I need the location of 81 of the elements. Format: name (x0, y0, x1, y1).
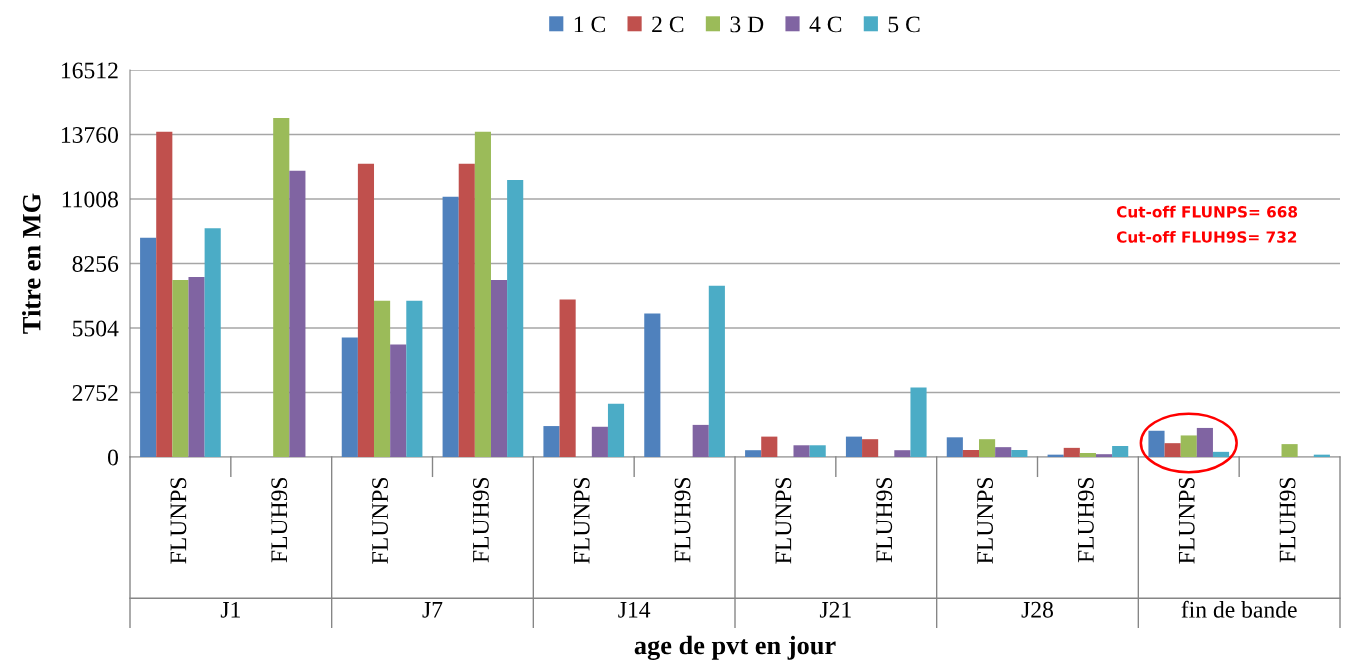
bar (862, 439, 879, 457)
legend-label: 4 C (809, 16, 842, 33)
y-tick-label: 5504 (73, 320, 119, 337)
y-tick-label: 11008 (62, 191, 118, 208)
bar (894, 450, 911, 457)
legend-label: 1 C (574, 16, 605, 33)
x-tick-label: FLUNPS (1178, 477, 1195, 564)
bar (490, 280, 508, 457)
x-tick-label: FLUH9S (472, 477, 489, 563)
x-tick-label: FLUH9S (271, 477, 288, 563)
bar (591, 426, 608, 457)
bar (1079, 453, 1096, 457)
x-tick-label: FLUH9S (1279, 477, 1296, 563)
y-tick-label: 2752 (72, 385, 118, 401)
bar (910, 387, 927, 457)
x-tick-label: FLUNPS (372, 477, 388, 564)
x-tick-label: FLUH9S (1077, 477, 1094, 563)
bar (1095, 454, 1113, 457)
bar (559, 299, 576, 457)
x-tick-label: FLUH9S (674, 477, 691, 563)
bar (708, 285, 725, 457)
text: J21 (819, 601, 851, 618)
y-axis-title: Titre en MG (22, 193, 41, 334)
legend-label: 2 C (652, 16, 684, 33)
y-tick-label: 16512 (61, 62, 118, 79)
bar (474, 131, 491, 457)
bar (1148, 430, 1165, 457)
text: J14 (618, 601, 651, 618)
bar (979, 439, 996, 457)
bar (962, 449, 980, 457)
text: J28 (1021, 601, 1053, 618)
legend-label: 3 D (730, 16, 764, 33)
bar (357, 163, 375, 457)
bar (1212, 451, 1230, 457)
legend-label: 5 C (888, 16, 920, 33)
x-tick-label: FLUNPS (775, 477, 792, 564)
bar (458, 163, 475, 457)
y-tick-label: 0 (107, 449, 118, 466)
bar (188, 277, 205, 457)
text: J7 (422, 602, 443, 618)
bar (1281, 444, 1298, 457)
bar (644, 313, 661, 457)
x-tick-label: FLUNPS (170, 477, 187, 564)
x-tick-label: FLUNPS (573, 477, 590, 564)
y-tick-label: 13760 (61, 126, 118, 143)
bar (692, 424, 709, 457)
bar (507, 179, 524, 457)
bar (442, 196, 459, 457)
bar (845, 436, 863, 457)
x-tick-label: FLUH9S (876, 477, 893, 563)
bar (946, 437, 963, 457)
bar (172, 280, 189, 457)
bar (607, 403, 625, 457)
bar (1011, 449, 1028, 457)
bar (995, 447, 1012, 457)
bar (761, 436, 778, 457)
y-tick-label: 8256 (72, 255, 119, 272)
x-axis-title: age de pvt en jour (634, 635, 836, 660)
bar (745, 450, 762, 457)
bar (374, 300, 391, 457)
bar (156, 131, 173, 457)
bar (273, 118, 290, 457)
annotation: Cut-off FLUH9S= 732 (1116, 230, 1297, 243)
bar (390, 344, 407, 457)
annotation: Cut-off FLUNPS= 668 (1116, 205, 1298, 218)
bar (1196, 427, 1213, 457)
bar (341, 337, 358, 457)
bar (1063, 447, 1080, 457)
bar (204, 228, 221, 457)
bar (1180, 435, 1197, 457)
bar (1164, 443, 1181, 457)
bar (793, 445, 810, 457)
bar (289, 170, 306, 457)
x-tick-label: FLUNPS (977, 477, 993, 564)
bar (406, 300, 423, 457)
bar (1112, 445, 1129, 457)
bar (543, 426, 560, 457)
bar (140, 237, 157, 457)
bar (809, 445, 826, 457)
text: J1 (220, 601, 240, 618)
text: fin de bande (1181, 600, 1297, 618)
